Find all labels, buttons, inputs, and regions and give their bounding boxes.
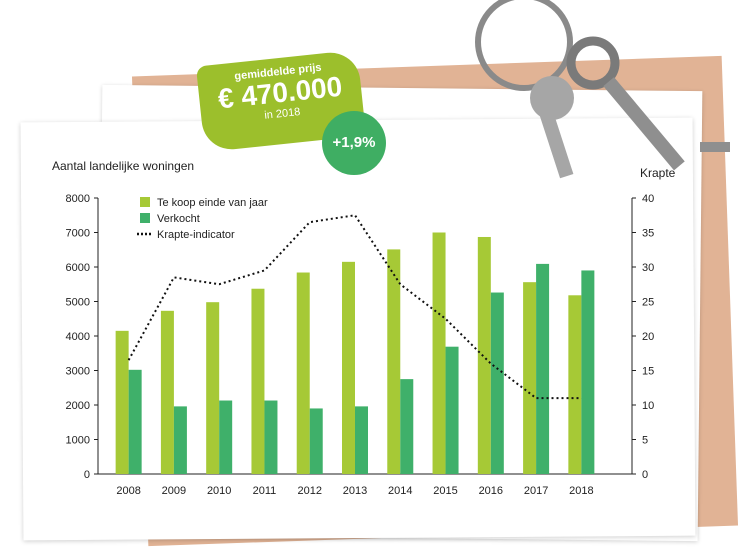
bar-verkocht [536, 263, 550, 474]
bar-verkocht [309, 408, 323, 474]
bars [115, 232, 595, 474]
x-tick-label: 2013 [343, 485, 367, 497]
axes: 0 1000 2000 3000 4000 5000 6000 7000 8000 0 5 10 15 2… [66, 193, 655, 497]
bar-verkocht [264, 400, 278, 474]
legend-swatch [140, 197, 150, 207]
right-tick-label: 15 [642, 366, 654, 378]
bar-te-koop [387, 249, 401, 474]
x-tick-label: 2010 [207, 485, 231, 497]
bar-verkocht [219, 400, 233, 474]
right-tick-label: 30 [642, 262, 654, 274]
bar-te-koop [206, 302, 220, 474]
left-tick-label: 8000 [66, 193, 90, 205]
bar-verkocht [128, 369, 142, 474]
bar-verkocht [445, 346, 459, 474]
x-tick-label: 2011 [253, 485, 277, 497]
left-tick-label: 1000 [66, 435, 90, 447]
legend-label: Verkocht [157, 213, 200, 225]
legend-label: Te koop einde van jaar [157, 197, 268, 209]
price-change-badge: +1,9% [322, 111, 386, 175]
bar-te-koop [251, 288, 265, 474]
right-axis-title: Krapte [640, 166, 676, 180]
bar-te-koop [342, 261, 355, 474]
x-tick-label: 2015 [433, 485, 457, 497]
bar-verkocht [173, 406, 187, 474]
left-tick-label: 3000 [66, 366, 90, 378]
right-tick-label: 40 [642, 193, 654, 205]
right-tick-label: 0 [642, 469, 648, 481]
x-tick-label: 2012 [297, 485, 321, 497]
bar-te-koop [432, 232, 446, 474]
right-tick-label: 5 [642, 435, 648, 447]
bar-te-koop [296, 272, 310, 474]
skeleton-key-icon [566, 36, 730, 171]
bar-te-koop [160, 310, 174, 474]
x-tick-label: 2016 [479, 485, 503, 497]
bar-te-koop [477, 236, 491, 474]
bar-te-koop [568, 295, 582, 474]
bar-te-koop [115, 330, 129, 474]
key-ring-icon [475, 0, 573, 91]
bar-verkocht [400, 379, 414, 474]
left-tick-label: 7000 [66, 228, 90, 240]
x-tick-label: 2017 [524, 485, 548, 497]
krapte-line [127, 214, 582, 400]
x-tick-label: 2008 [116, 485, 140, 497]
left-tick-label: 4000 [66, 331, 90, 343]
bar-verkocht [581, 270, 595, 474]
right-tick-label: 25 [642, 297, 654, 309]
bar-verkocht [355, 406, 368, 474]
x-tick-label: 2014 [388, 485, 412, 497]
x-tick-label: 2018 [569, 485, 593, 497]
right-tick-label: 35 [642, 228, 654, 240]
left-tick-label: 2000 [66, 400, 90, 412]
x-tick-label: 2009 [162, 485, 186, 497]
bar-te-koop [523, 282, 537, 474]
legend-swatch [140, 213, 150, 223]
left-tick-label: 6000 [66, 262, 90, 274]
right-tick-label: 10 [642, 400, 654, 412]
right-tick-label: 20 [642, 331, 654, 343]
left-axis-title: Aantal landelijke woningen [52, 159, 194, 173]
key-icon [530, 76, 574, 179]
legend: Te koop einde van jaar Verkocht Krapte-ind… [137, 197, 268, 241]
legend-label: Krapte-indicator [157, 229, 235, 241]
left-tick-label: 0 [84, 469, 90, 481]
bar-verkocht [490, 292, 504, 474]
krapte-indicator-line [127, 214, 582, 400]
left-tick-label: 5000 [66, 297, 90, 309]
